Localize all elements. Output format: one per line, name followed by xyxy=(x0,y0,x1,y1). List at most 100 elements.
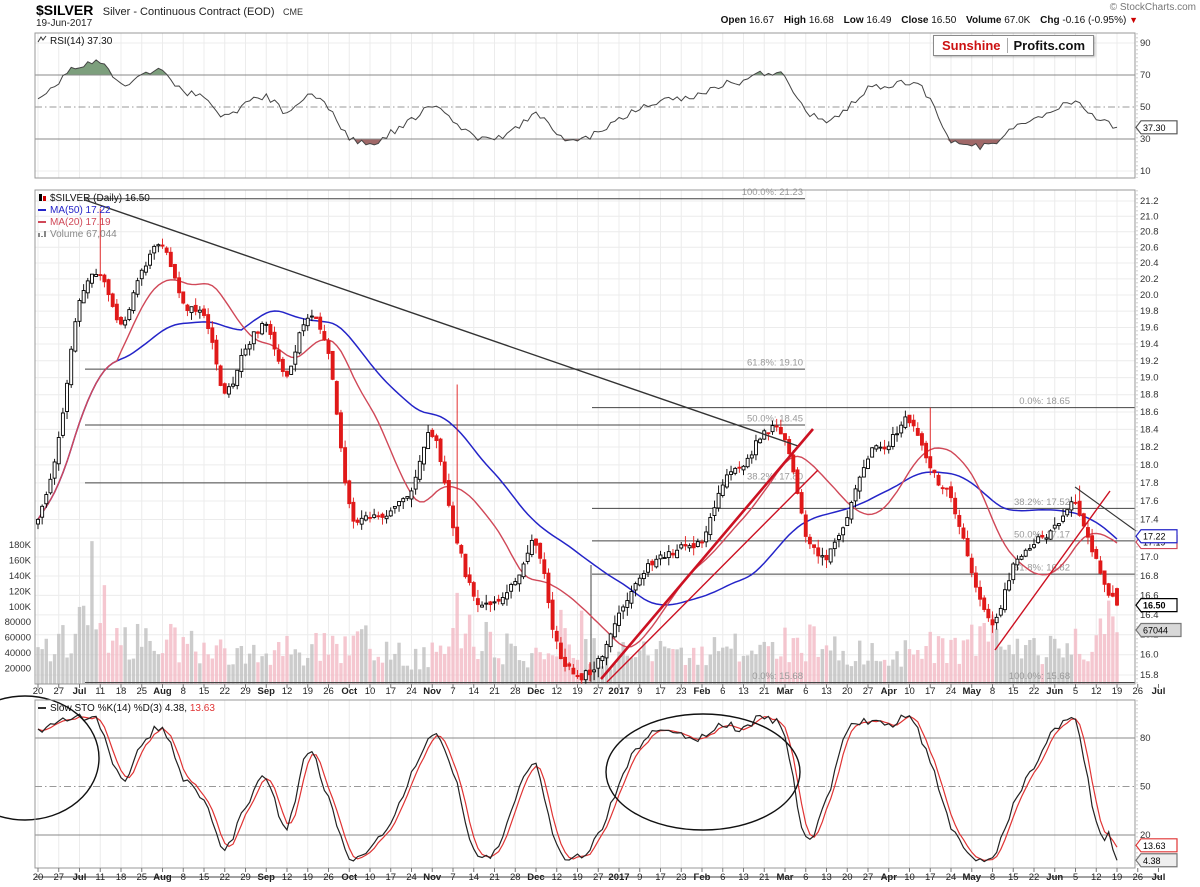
svg-text:10: 10 xyxy=(1140,166,1151,177)
svg-text:Nov: Nov xyxy=(423,686,442,697)
svg-text:20: 20 xyxy=(33,686,44,697)
svg-text:19.8: 19.8 xyxy=(1140,306,1159,317)
svg-text:19: 19 xyxy=(302,686,313,697)
svg-text:17.8: 17.8 xyxy=(1140,478,1159,489)
svg-text:7: 7 xyxy=(450,686,455,697)
svg-text:8: 8 xyxy=(181,686,186,697)
svg-text:19: 19 xyxy=(572,872,583,883)
svg-text:20.6: 20.6 xyxy=(1140,242,1159,253)
panel-legends: RSI(14) 37.30 $SILVER (Daily) 16.50MA(50)… xyxy=(37,35,215,714)
svg-text:38.2%: 17.52: 38.2%: 17.52 xyxy=(1014,497,1070,508)
svg-text:6: 6 xyxy=(803,686,808,697)
svg-text:9: 9 xyxy=(637,686,642,697)
svg-text:17.4: 17.4 xyxy=(1140,514,1159,525)
svg-text:Mar: Mar xyxy=(777,872,794,883)
svg-text:8: 8 xyxy=(990,686,995,697)
stoch-k-line xyxy=(37,713,1118,863)
svg-text:13.63: 13.63 xyxy=(1143,841,1166,851)
svg-text:15: 15 xyxy=(199,872,210,883)
low-value: 16.49 xyxy=(866,15,892,26)
gridlines xyxy=(35,33,1135,868)
low-label: Low xyxy=(843,15,864,26)
svg-text:Aug: Aug xyxy=(153,872,172,883)
svg-text:27: 27 xyxy=(593,872,604,883)
chart-date: 19-Jun-2017 xyxy=(36,18,93,29)
svg-text:50: 50 xyxy=(1140,102,1151,113)
svg-text:19.0: 19.0 xyxy=(1140,373,1159,384)
svg-text:Jun: Jun xyxy=(1046,686,1063,697)
svg-text:Nov: Nov xyxy=(423,872,442,883)
ma20-legend: MA(20) 17.19 xyxy=(50,217,111,228)
svg-text:21: 21 xyxy=(489,686,500,697)
svg-text:11: 11 xyxy=(95,872,105,883)
svg-text:Apr: Apr xyxy=(881,872,898,883)
svg-text:50.0%: 18.45: 50.0%: 18.45 xyxy=(747,414,803,425)
svg-text:Jul: Jul xyxy=(73,872,87,883)
svg-text:17: 17 xyxy=(655,686,666,697)
high-label: High xyxy=(783,15,807,26)
svg-text:6: 6 xyxy=(803,872,808,883)
svg-text:27: 27 xyxy=(593,686,604,697)
svg-text:9: 9 xyxy=(637,872,642,883)
svg-text:28: 28 xyxy=(510,686,521,697)
svg-text:12: 12 xyxy=(282,872,293,883)
open-value: 16.67 xyxy=(749,15,775,26)
svg-text:20: 20 xyxy=(842,872,853,883)
svg-text:19: 19 xyxy=(302,872,313,883)
svg-text:40000: 40000 xyxy=(5,648,31,659)
svg-text:May: May xyxy=(963,686,982,697)
ma50-line xyxy=(37,310,1118,606)
ticker-exchange: CME xyxy=(283,7,303,17)
rsi-panel xyxy=(35,59,1135,151)
svg-text:18.0: 18.0 xyxy=(1140,460,1159,471)
svg-text:24: 24 xyxy=(946,686,957,697)
bars-icon xyxy=(38,231,46,237)
svg-text:6: 6 xyxy=(720,686,725,697)
svg-text:16.8: 16.8 xyxy=(1140,571,1159,582)
svg-text:20.4: 20.4 xyxy=(1140,258,1159,269)
svg-text:2017: 2017 xyxy=(608,686,629,697)
svg-text:120K: 120K xyxy=(9,586,32,597)
svg-text:25: 25 xyxy=(136,872,147,883)
rsi-line xyxy=(37,59,1118,151)
svg-text:12: 12 xyxy=(551,872,562,883)
svg-text:21: 21 xyxy=(489,872,500,883)
svg-text:17: 17 xyxy=(925,686,936,697)
svg-text:61.8%: 16.82: 61.8%: 16.82 xyxy=(1014,563,1070,574)
svg-text:0.0%: 18.65: 0.0%: 18.65 xyxy=(1019,396,1070,407)
svg-text:15: 15 xyxy=(1008,872,1019,883)
svg-text:23: 23 xyxy=(676,872,687,883)
svg-text:13: 13 xyxy=(821,872,832,883)
svg-text:19.4: 19.4 xyxy=(1140,339,1159,350)
svg-text:Jul: Jul xyxy=(1152,686,1166,697)
svg-text:21.2: 21.2 xyxy=(1140,196,1159,207)
svg-text:17.0: 17.0 xyxy=(1140,552,1159,563)
volume-bars xyxy=(36,541,1119,684)
ticker-symbol: $SILVER xyxy=(36,2,94,18)
svg-text:20.0: 20.0 xyxy=(1140,290,1159,301)
svg-text:80: 80 xyxy=(1140,733,1151,744)
svg-text:21: 21 xyxy=(759,872,770,883)
svg-text:140K: 140K xyxy=(9,571,32,582)
stoch-d-line xyxy=(37,715,1118,862)
date-axis: 20 20 27 27 Jul Jul 11 11 18 18 25 25 Aug Aug 8 8 15 15 22… xyxy=(33,684,1166,883)
rsi-legend: RSI(14) 37.30 xyxy=(50,36,113,47)
svg-text:25: 25 xyxy=(136,686,147,697)
svg-text:Sep: Sep xyxy=(258,686,276,697)
svg-text:20.8: 20.8 xyxy=(1140,227,1159,238)
svg-text:19.6: 19.6 xyxy=(1140,323,1159,334)
svg-text:22: 22 xyxy=(1029,686,1040,697)
svg-text:12: 12 xyxy=(282,686,293,697)
svg-text:0.0%: 15.68: 0.0%: 15.68 xyxy=(752,671,803,682)
svg-text:18.4: 18.4 xyxy=(1140,424,1159,435)
svg-text:7: 7 xyxy=(450,872,455,883)
svg-text:15.8: 15.8 xyxy=(1140,670,1159,681)
svg-text:12: 12 xyxy=(551,686,562,697)
svg-text:16.0: 16.0 xyxy=(1140,650,1159,661)
svg-text:Aug: Aug xyxy=(153,686,172,697)
svg-text:26: 26 xyxy=(1132,872,1143,883)
svg-text:Dec: Dec xyxy=(527,686,544,697)
svg-text:100K: 100K xyxy=(9,602,32,613)
line-chart-icon xyxy=(37,35,47,43)
svg-text:22: 22 xyxy=(219,686,230,697)
